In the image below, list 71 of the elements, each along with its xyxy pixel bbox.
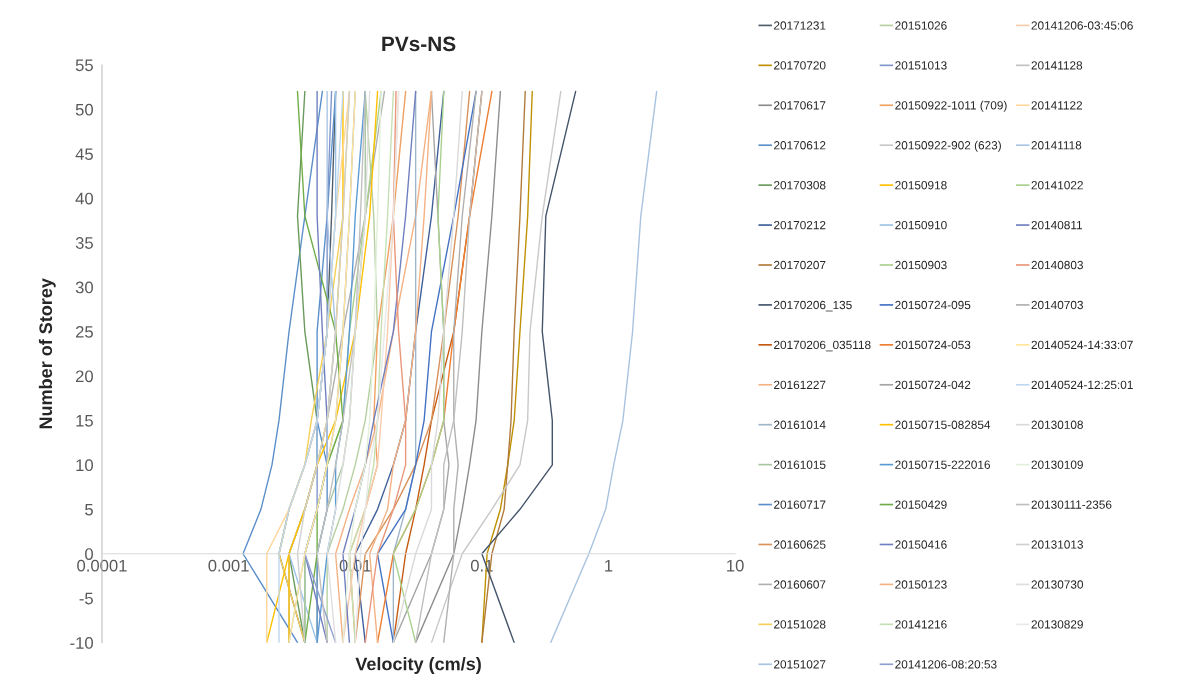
legend-label: 20170720 bbox=[774, 61, 826, 70]
y-axis-title: Number of Storey bbox=[38, 278, 56, 429]
legend-label: 20160717 bbox=[774, 500, 826, 509]
legend-label: 20150416 bbox=[895, 540, 947, 549]
y-tick-label: 50 bbox=[75, 103, 93, 116]
legend-label: 20130111-2356 bbox=[1031, 500, 1112, 509]
legend-label: 20140803 bbox=[1031, 260, 1083, 270]
legend-label: 20150918 bbox=[895, 181, 947, 190]
legend-label: 20151028 bbox=[774, 620, 826, 629]
legend-label: 20141128 bbox=[1031, 61, 1083, 70]
legend-label: 20160625 bbox=[774, 540, 826, 549]
legend-label: 20170308 bbox=[774, 181, 826, 190]
chart-title: PVs-NS bbox=[382, 36, 456, 52]
legend-label: 20130108 bbox=[1031, 420, 1083, 429]
legend-label: 20141206-08:20:53 bbox=[895, 660, 997, 669]
x-axis-title: Velocity (cm/s) bbox=[355, 657, 481, 674]
legend-label: 20141022 bbox=[1031, 181, 1083, 190]
legend-label: 20141216 bbox=[895, 620, 947, 629]
y-tick-label: 0 bbox=[85, 548, 93, 560]
legend-label: 20150715-222016 bbox=[895, 460, 990, 469]
y-tick-label: 55 bbox=[75, 59, 93, 72]
legend-label: 20171231 bbox=[774, 21, 826, 30]
y-tick-label: -10 bbox=[70, 637, 93, 649]
legend-label: 20150922-902 (623) bbox=[895, 140, 1001, 152]
x-tick-label: 0.001 bbox=[208, 559, 249, 572]
legend-label: 20170617 bbox=[774, 101, 826, 110]
legend-label: 20160607 bbox=[774, 580, 826, 589]
legend-label: 20170207 bbox=[774, 260, 826, 270]
y-tick-label: 25 bbox=[75, 325, 93, 338]
legend-label: 20150922-1011 (709) bbox=[895, 100, 1007, 112]
legend-label: 20150123 bbox=[895, 580, 947, 589]
legend-label: 20141118 bbox=[1031, 141, 1082, 150]
legend-label: 20150903 bbox=[895, 260, 947, 270]
legend-label: 20140811 bbox=[1031, 220, 1083, 230]
legend-label: 20150715-082854 bbox=[895, 420, 991, 429]
legend-label: 20130109 bbox=[1031, 460, 1083, 469]
y-tick-label: 15 bbox=[76, 415, 93, 427]
legend-label: 20151027 bbox=[774, 660, 826, 669]
legend-label: 20151026 bbox=[895, 21, 947, 30]
x-tick-label: 0.0001 bbox=[77, 559, 127, 572]
y-tick-label: 30 bbox=[75, 281, 93, 294]
legend-label: 20170612 bbox=[774, 141, 826, 150]
legend-label: 20170206_135 bbox=[774, 300, 852, 312]
legend-label: 20161015 bbox=[774, 460, 826, 469]
y-tick-label: 20 bbox=[75, 370, 93, 383]
legend-label: 20131013 bbox=[1031, 540, 1083, 549]
legend-label: 20161014 bbox=[774, 420, 826, 429]
y-tick-label: 35 bbox=[75, 237, 93, 249]
y-tick-label: 5 bbox=[85, 503, 93, 516]
legend-label: 20141122 bbox=[1031, 101, 1083, 110]
legend-label: 20150429 bbox=[895, 500, 947, 509]
legend-label: 20150910 bbox=[895, 220, 947, 230]
legend-label: 20140703 bbox=[1031, 300, 1083, 310]
legend-label: 20150724-042 bbox=[895, 380, 971, 390]
legend-label: 20170206_035118 bbox=[774, 340, 871, 352]
legend-label: 20151013 bbox=[895, 61, 947, 70]
y-tick-label: -5 bbox=[79, 592, 93, 605]
y-tick-label: 10 bbox=[76, 459, 93, 472]
x-tick-label: 1 bbox=[605, 559, 613, 572]
legend-label: 20150724-095 bbox=[895, 300, 971, 310]
legend-label: 20140524-14:33:07 bbox=[1031, 340, 1133, 350]
legend-label: 20130829 bbox=[1031, 620, 1083, 629]
y-tick-label: 40 bbox=[75, 192, 93, 205]
x-tick-label: 10 bbox=[727, 559, 744, 572]
legend-label: 20130730 bbox=[1031, 580, 1084, 589]
legend-label: 20150724-053 bbox=[895, 340, 971, 350]
legend-label: 20161227 bbox=[774, 380, 826, 390]
legend-label: 20141206-03:45:06 bbox=[1031, 21, 1133, 30]
y-tick-label: 45 bbox=[75, 148, 93, 161]
legend-label: 20170212 bbox=[774, 220, 826, 230]
legend-label: 20140524-12:25:01 bbox=[1031, 380, 1133, 390]
